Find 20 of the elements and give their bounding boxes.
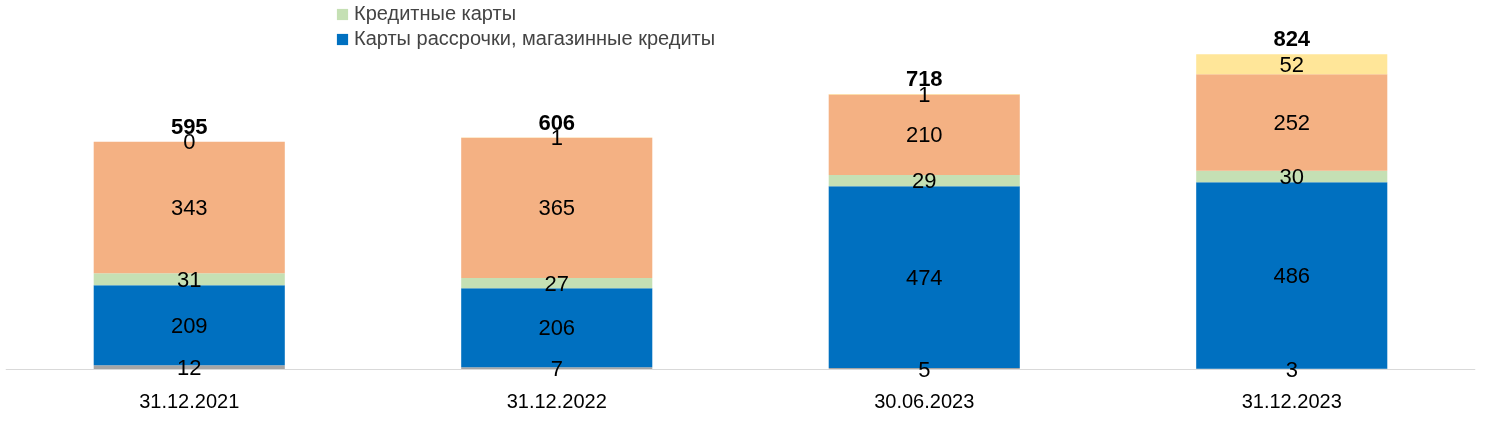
data-label: 365 [538, 195, 576, 221]
legend-label: Карты рассрочки, магазинные кредиты [354, 27, 716, 50]
data-label: 210 [905, 122, 943, 148]
data-label: 343 [170, 194, 208, 220]
data-label: 474 [905, 264, 943, 290]
x-tick-label: 30.06.2023 [874, 389, 975, 412]
data-label: 27 [544, 270, 569, 296]
x-tick-label: 31.12.2022 [506, 389, 607, 412]
data-label: 30 [1279, 164, 1304, 190]
legend-label: Кредитные карты [354, 2, 517, 25]
x-tick-label: 31.12.2023 [1241, 389, 1342, 412]
data-label: 29 [912, 168, 937, 194]
data-label: 52 [1279, 51, 1304, 77]
x-tick-label: 31.12.2021 [139, 389, 240, 412]
data-label: 486 [1273, 263, 1311, 289]
total-label: 824 [1273, 26, 1311, 52]
data-label: 252 [1273, 109, 1311, 135]
data-label: 31 [177, 266, 202, 292]
data-label: 206 [538, 315, 576, 341]
data-label: 209 [170, 312, 208, 338]
